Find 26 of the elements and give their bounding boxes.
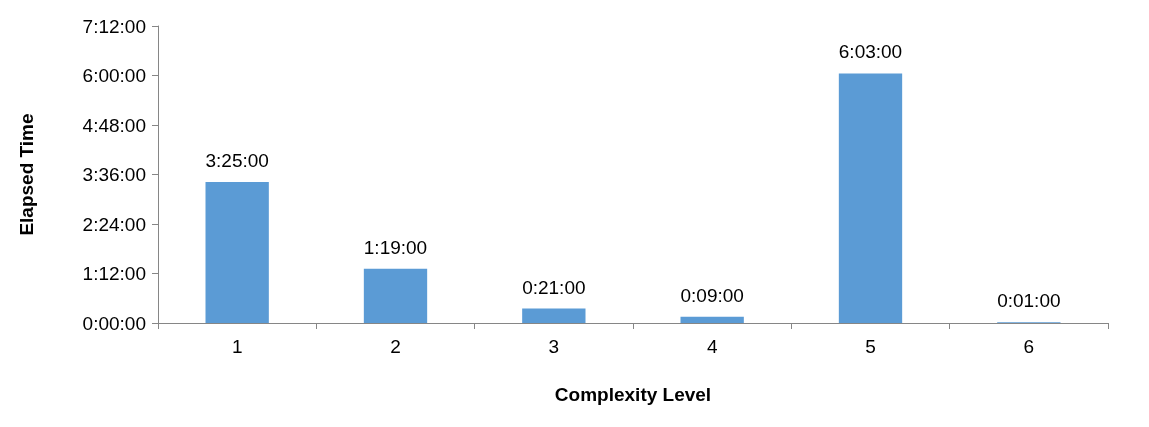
x-tick-label: 3 bbox=[548, 336, 560, 357]
data-label: 0:21:00 bbox=[522, 276, 586, 298]
data-label: 1:19:00 bbox=[363, 236, 428, 258]
y-tick-label: 2:24:00 bbox=[82, 213, 146, 235]
y-tick-label: 1:12:00 bbox=[82, 263, 146, 284]
bar bbox=[680, 316, 744, 323]
y-tick-label: 3:36:00 bbox=[82, 164, 146, 185]
x-tick-label: 1 bbox=[231, 336, 243, 357]
bar bbox=[838, 73, 903, 323]
x-tick-label: 6 bbox=[1023, 336, 1035, 357]
y-axis-title: Elapsed Time bbox=[16, 113, 37, 236]
bar bbox=[205, 182, 269, 323]
x-tick-label: 2 bbox=[390, 336, 401, 357]
data-label: 3:25:00 bbox=[205, 150, 269, 172]
x-tick-label: 4 bbox=[706, 336, 718, 357]
data-label: 0:09:00 bbox=[680, 284, 744, 306]
y-tick-label: 6:00:00 bbox=[82, 65, 146, 86]
y-tick-label: 0:00:00 bbox=[82, 312, 146, 334]
x-tick-label: 5 bbox=[865, 336, 876, 357]
bar bbox=[363, 268, 428, 323]
x-axis-title: Complexity Level bbox=[554, 384, 712, 405]
bar bbox=[522, 308, 586, 323]
data-label: 6:03:00 bbox=[838, 41, 903, 63]
y-tick-label: 7:12:00 bbox=[82, 15, 146, 37]
data-label: 0:01:00 bbox=[997, 290, 1061, 312]
y-tick-label: 4:48:00 bbox=[82, 114, 146, 136]
